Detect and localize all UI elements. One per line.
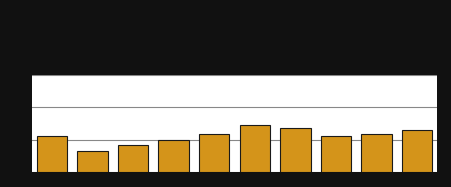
- Bar: [77, 151, 108, 172]
- Bar: [239, 125, 270, 172]
- Bar: [321, 136, 351, 172]
- Bar: [361, 134, 392, 172]
- Bar: [402, 130, 433, 172]
- Bar: [158, 140, 189, 172]
- Bar: [199, 134, 230, 172]
- Bar: [37, 136, 67, 172]
- Bar: [118, 145, 148, 172]
- Bar: [280, 128, 311, 172]
